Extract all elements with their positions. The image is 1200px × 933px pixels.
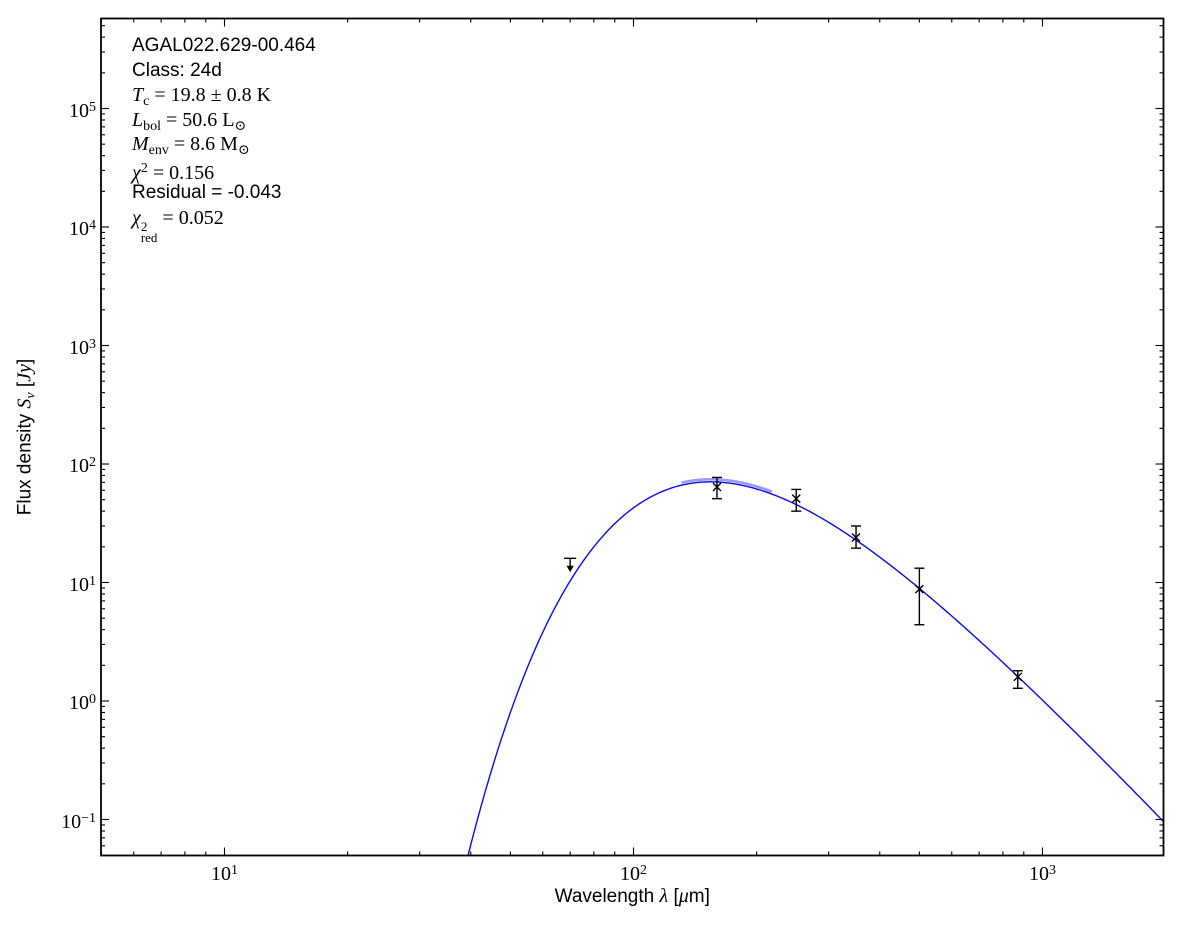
y-tick-label-1e-1: 10−1	[61, 810, 96, 833]
data-point	[791, 488, 802, 512]
y-tick-label-1e0: 100	[69, 692, 96, 714]
x-tick-label-1e1: 101	[211, 862, 238, 885]
annotation-bolometric-luminosity: Lbol = 50.6 L⊙	[132, 108, 247, 134]
greybody-fit-curve	[467, 481, 1164, 856]
y-tick-label-1e1: 101	[69, 573, 96, 596]
fit-curve-highlight	[681, 478, 773, 493]
y-tick-label-1e5: 105	[69, 99, 96, 122]
annotation-source-name: AGAL022.629-00.464	[132, 35, 316, 56]
fit-parameters-annotation: AGAL022.629-00.464 Class: 24d Tc = 19.8 ± …	[132, 34, 316, 245]
x-tick-label-1e2: 102	[620, 862, 647, 885]
annotation-chi-squared: χ2 = 0.156	[132, 160, 215, 184]
annotation-dust-temperature: Tc = 19.8 ± 0.8 K	[132, 84, 272, 109]
y-tick-label-1e2: 102	[69, 455, 96, 477]
data-point	[914, 567, 925, 626]
fit-curve-group	[467, 478, 1164, 856]
y-tick-label-1e3: 103	[69, 336, 96, 359]
data-point	[851, 525, 862, 549]
annotation-envelope-mass: Menv = 8.6 M⊙	[132, 133, 250, 158]
data-point	[711, 476, 722, 500]
x-tick-label-1e3: 103	[1029, 862, 1056, 885]
y-tick-label-1e4: 104	[69, 218, 96, 240]
data-point-upper-limit	[564, 557, 577, 573]
annotation-residual: Residual = -0.043	[132, 182, 282, 203]
axis-ticks	[100, 18, 1164, 856]
photometry-points	[564, 476, 1023, 689]
annotation-chi-squared-reduced: χ 2 red = 0.052	[132, 206, 224, 245]
annotation-class-line: Class: 24d	[132, 59, 222, 81]
x-axis-label: Wavelength λ [μm]	[554, 885, 710, 907]
axes-frame	[100, 17, 1165, 857]
data-point	[1012, 670, 1023, 689]
y-axis-label: Flux density Sν [Jy]	[13, 358, 39, 516]
